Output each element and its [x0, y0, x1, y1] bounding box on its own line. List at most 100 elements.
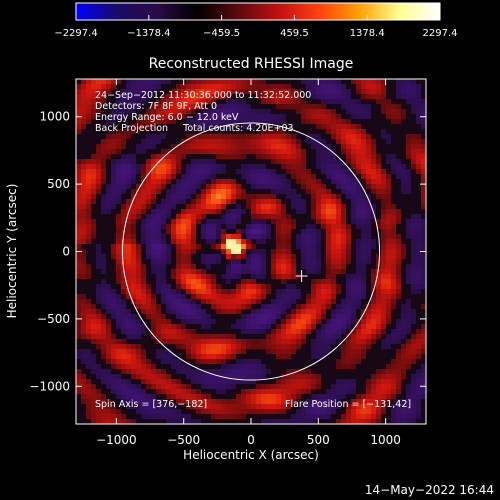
heatmap-cell — [336, 154, 342, 160]
heatmap-cell — [291, 354, 297, 360]
heatmap-cell — [366, 374, 372, 380]
heatmap-cell — [101, 99, 107, 105]
heatmap-cell — [296, 284, 302, 290]
heatmap-cell — [141, 269, 147, 275]
heatmap-cell — [241, 249, 247, 255]
heatmap-cell — [171, 204, 177, 210]
heatmap-cell — [256, 344, 262, 350]
heatmap-cell — [336, 84, 342, 90]
heatmap-cell — [351, 109, 357, 115]
heatmap-cell — [301, 364, 307, 370]
heatmap-cell — [311, 144, 317, 150]
heatmap-cell — [156, 219, 162, 225]
heatmap-cell — [96, 289, 102, 295]
heatmap-cell — [341, 389, 347, 395]
heatmap-cell — [276, 314, 282, 320]
heatmap-cell — [276, 149, 282, 155]
heatmap-cell — [391, 84, 397, 90]
heatmap-cell — [291, 294, 297, 300]
heatmap-cell — [321, 259, 327, 265]
heatmap-cell — [156, 139, 162, 145]
heatmap-cell — [131, 184, 137, 190]
heatmap-cell — [311, 119, 317, 125]
heatmap-cell — [411, 209, 417, 215]
heatmap-cell — [206, 339, 212, 345]
heatmap-cell — [411, 329, 417, 335]
heatmap-cell — [326, 239, 332, 245]
heatmap-cell — [326, 84, 332, 90]
heatmap-cell — [146, 259, 152, 265]
heatmap-cell — [331, 334, 337, 340]
heatmap-cell — [76, 89, 82, 95]
heatmap-cell — [261, 199, 267, 205]
heatmap-cell — [286, 269, 292, 275]
heatmap-cell — [156, 349, 162, 355]
heatmap-cell — [216, 244, 222, 250]
heatmap-cell — [341, 214, 347, 220]
heatmap-cell — [251, 409, 257, 415]
heatmap-cell — [281, 129, 287, 135]
heatmap-cell — [291, 194, 297, 200]
heatmap-cell — [386, 114, 392, 120]
heatmap-cell — [211, 389, 217, 395]
heatmap-cell — [366, 149, 372, 155]
heatmap-cell — [361, 404, 367, 410]
heatmap-cell — [221, 84, 227, 90]
heatmap-cell — [206, 279, 212, 285]
heatmap-cell — [356, 379, 362, 385]
heatmap-cell — [306, 169, 312, 175]
heatmap-cell — [381, 254, 387, 260]
heatmap-cell — [226, 94, 232, 100]
heatmap-cell — [236, 324, 242, 330]
heatmap-cell — [206, 114, 212, 120]
heatmap-cell — [166, 84, 172, 90]
heatmap-cell — [421, 269, 426, 275]
heatmap-cell — [161, 349, 167, 355]
heatmap-cell — [316, 199, 322, 205]
heatmap-cell — [396, 234, 402, 240]
heatmap-cell — [211, 364, 217, 370]
heatmap-cell — [271, 114, 277, 120]
heatmap-cell — [346, 94, 352, 100]
heatmap-cell — [126, 414, 132, 420]
heatmap-cell — [236, 184, 242, 190]
heatmap-cell — [326, 289, 332, 295]
heatmap-cell — [86, 289, 92, 295]
heatmap-cell — [336, 289, 342, 295]
heatmap-cell — [291, 164, 297, 170]
heatmap-cell — [216, 199, 222, 205]
heatmap-cell — [301, 284, 307, 290]
heatmap-cell — [326, 369, 332, 375]
heatmap-cell — [326, 264, 332, 270]
heatmap-cell — [111, 279, 117, 285]
heatmap-cell — [406, 304, 412, 310]
heatmap-cell — [146, 399, 152, 405]
heatmap-cell — [371, 99, 377, 105]
heatmap-cell — [111, 139, 117, 145]
heatmap-cell — [306, 334, 312, 340]
heatmap-cell — [191, 239, 197, 245]
heatmap-cell — [181, 409, 187, 415]
heatmap-cell — [256, 99, 262, 105]
heatmap-cell — [301, 324, 307, 330]
heatmap-cell — [166, 239, 172, 245]
heatmap-cell — [376, 334, 382, 340]
heatmap-cell — [341, 284, 347, 290]
heatmap-cell — [86, 139, 92, 145]
heatmap-cell — [336, 354, 342, 360]
heatmap-cell — [241, 304, 247, 310]
heatmap-cell — [171, 199, 177, 205]
colorbar-tick-label: 2297.4 — [423, 28, 458, 39]
heatmap-cell — [291, 399, 297, 405]
heatmap-cell — [201, 354, 207, 360]
heatmap-cell — [296, 184, 302, 190]
heatmap-cell — [206, 144, 212, 150]
heatmap-cell — [306, 124, 312, 130]
heatmap-cell — [101, 189, 107, 195]
heatmap-cell — [311, 199, 317, 205]
heatmap-cell — [181, 289, 187, 295]
heatmap-cell — [321, 339, 327, 345]
heatmap-cell — [386, 214, 392, 220]
heatmap-cell — [246, 374, 252, 380]
heatmap-cell — [171, 289, 177, 295]
